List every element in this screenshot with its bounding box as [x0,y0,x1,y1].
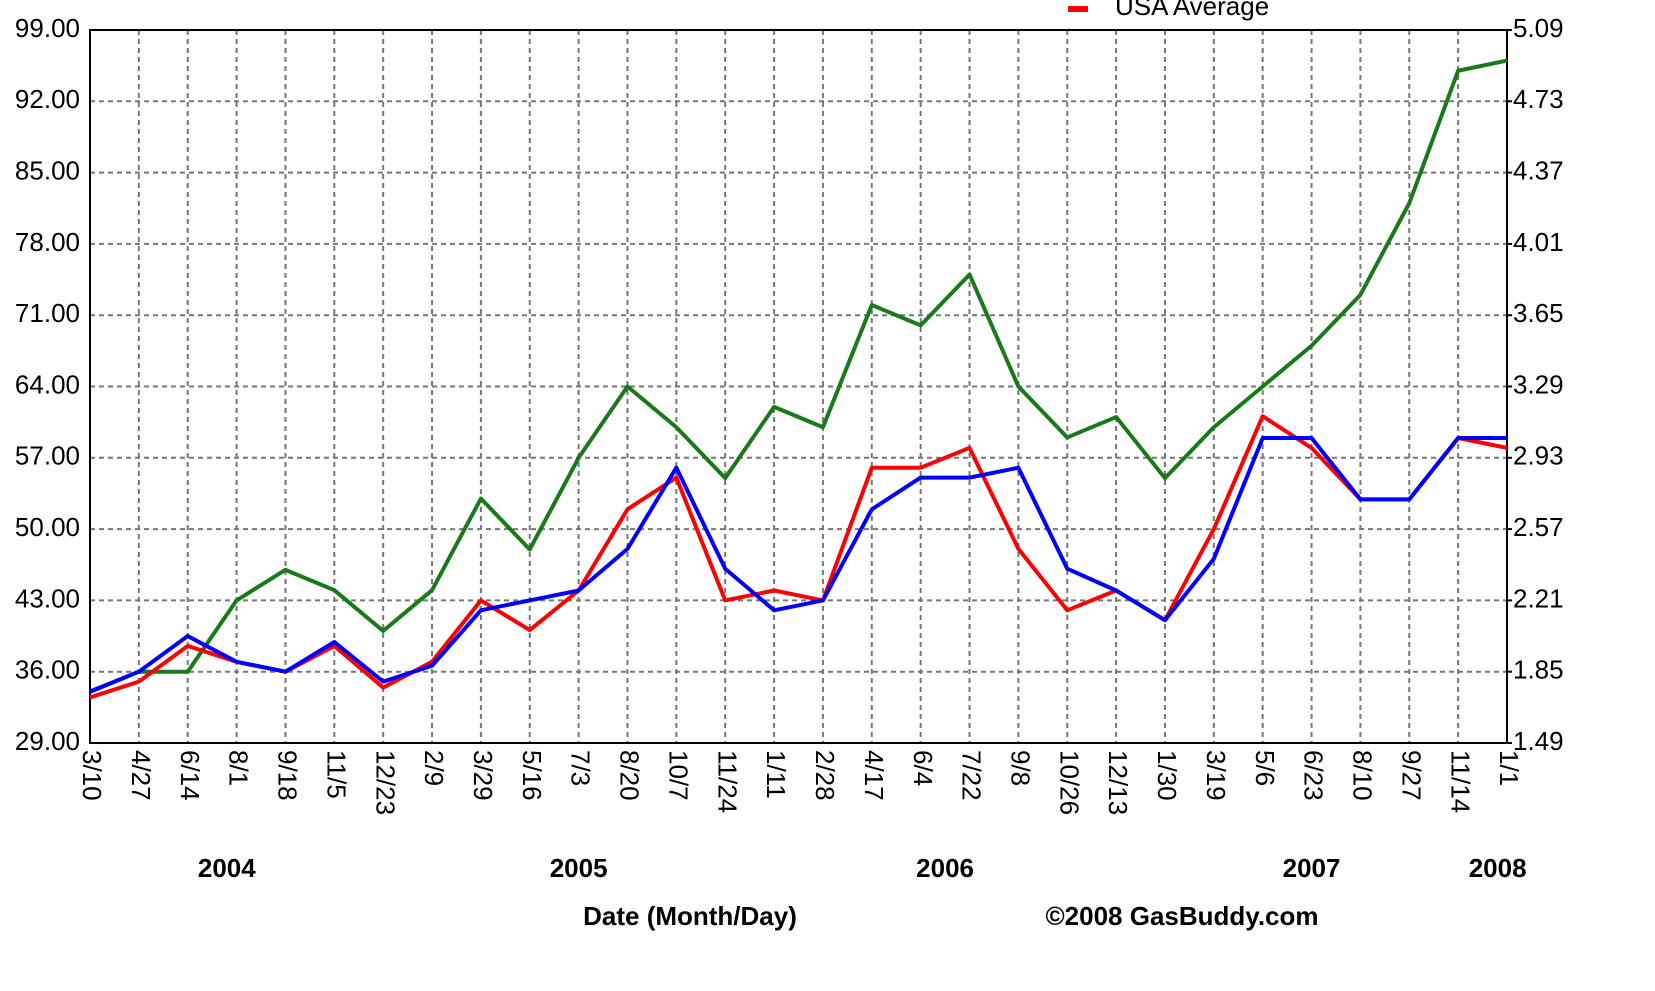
x-tick-label: 1/11 [761,750,791,799]
legend-label: USA Average [1115,0,1269,21]
x-tick-label: 7/22 [957,750,987,801]
x-tick-label: 12/23 [370,750,400,815]
x-tick-label: 4/17 [859,750,889,801]
x-tick-label: 6/14 [175,750,205,801]
x-tick-label: 7/3 [566,750,596,786]
x-tick-label: 9/27 [1396,750,1426,801]
x-tick-label: 8/10 [1348,750,1378,801]
y2-tick-label: 4.01 [1513,227,1564,257]
x-tick-label: 5/16 [517,750,547,801]
credit: ©2008 GasBuddy.com [1046,901,1319,931]
y-tick-label: 78.00 [15,227,80,257]
y2-tick-label: 4.73 [1513,84,1564,114]
y2-tick-label: 1.85 [1513,655,1564,685]
x-tick-label: 5/6 [1250,750,1280,786]
y-tick-label: 29.00 [15,726,80,756]
y-tick-label: 43.00 [15,583,80,613]
series-line [89,58,1508,694]
year-label: 2004 [198,853,256,883]
y2-tick-label: 3.65 [1513,298,1564,328]
x-tick-label: 6/23 [1299,750,1329,801]
x-tick-label: 1/1 [1494,750,1524,786]
series-line [89,435,1507,694]
x-tick-label: 3/29 [468,750,498,801]
year-label: 2006 [916,853,974,883]
x-tick-label: 8/20 [615,750,645,801]
y2-tick-label: 2.57 [1513,512,1564,542]
y-tick-label: 85.00 [15,155,80,185]
plot-frame [89,29,1508,744]
y2-tick-label: 5.09 [1513,13,1564,43]
x-tick-label: 10/26 [1054,750,1084,815]
x-tick-label: 11/5 [321,750,351,799]
x-tick-label: 2/9 [419,750,449,786]
y2-tick-label: 3.29 [1513,369,1564,399]
series-line [89,414,1508,700]
y-tick-label: 50.00 [15,512,80,542]
y-tick-label: 99.00 [15,13,80,43]
year-label: 2008 [1469,853,1527,883]
x-tick-label: 9/8 [1006,750,1036,786]
x-tick-label: 12/13 [1103,750,1133,815]
x-tick-label: 6/4 [908,750,938,786]
x-tick-label: 3/19 [1201,750,1231,801]
x-tick-label: 1/30 [1152,750,1182,801]
y-tick-label: 92.00 [15,84,80,114]
x-tick-label: 3/10 [77,750,107,801]
year-label: 2005 [550,853,608,883]
x-tick-label: 11/14 [1445,750,1475,813]
y-tick-label: 57.00 [15,441,80,471]
y-tick-label: 64.00 [15,369,80,399]
y2-tick-label: 1.49 [1513,726,1564,756]
x-tick-label: 9/18 [273,750,303,801]
x-tick-label: 2/28 [810,750,840,801]
x-tick-label: 4/27 [126,750,156,801]
year-label: 2007 [1283,853,1341,883]
y-tick-label: 36.00 [15,655,80,685]
x-tick-label: 10/7 [663,750,693,801]
y2-tick-label: 2.21 [1513,583,1564,613]
y2-tick-label: 2.93 [1513,441,1564,471]
x-tick-label: 8/1 [224,750,254,786]
x-tick-label: 11/24 [712,750,742,813]
x-axis-label: Date (Month/Day) [583,901,797,931]
y2-tick-label: 4.37 [1513,155,1564,185]
y-tick-label: 71.00 [15,298,80,328]
